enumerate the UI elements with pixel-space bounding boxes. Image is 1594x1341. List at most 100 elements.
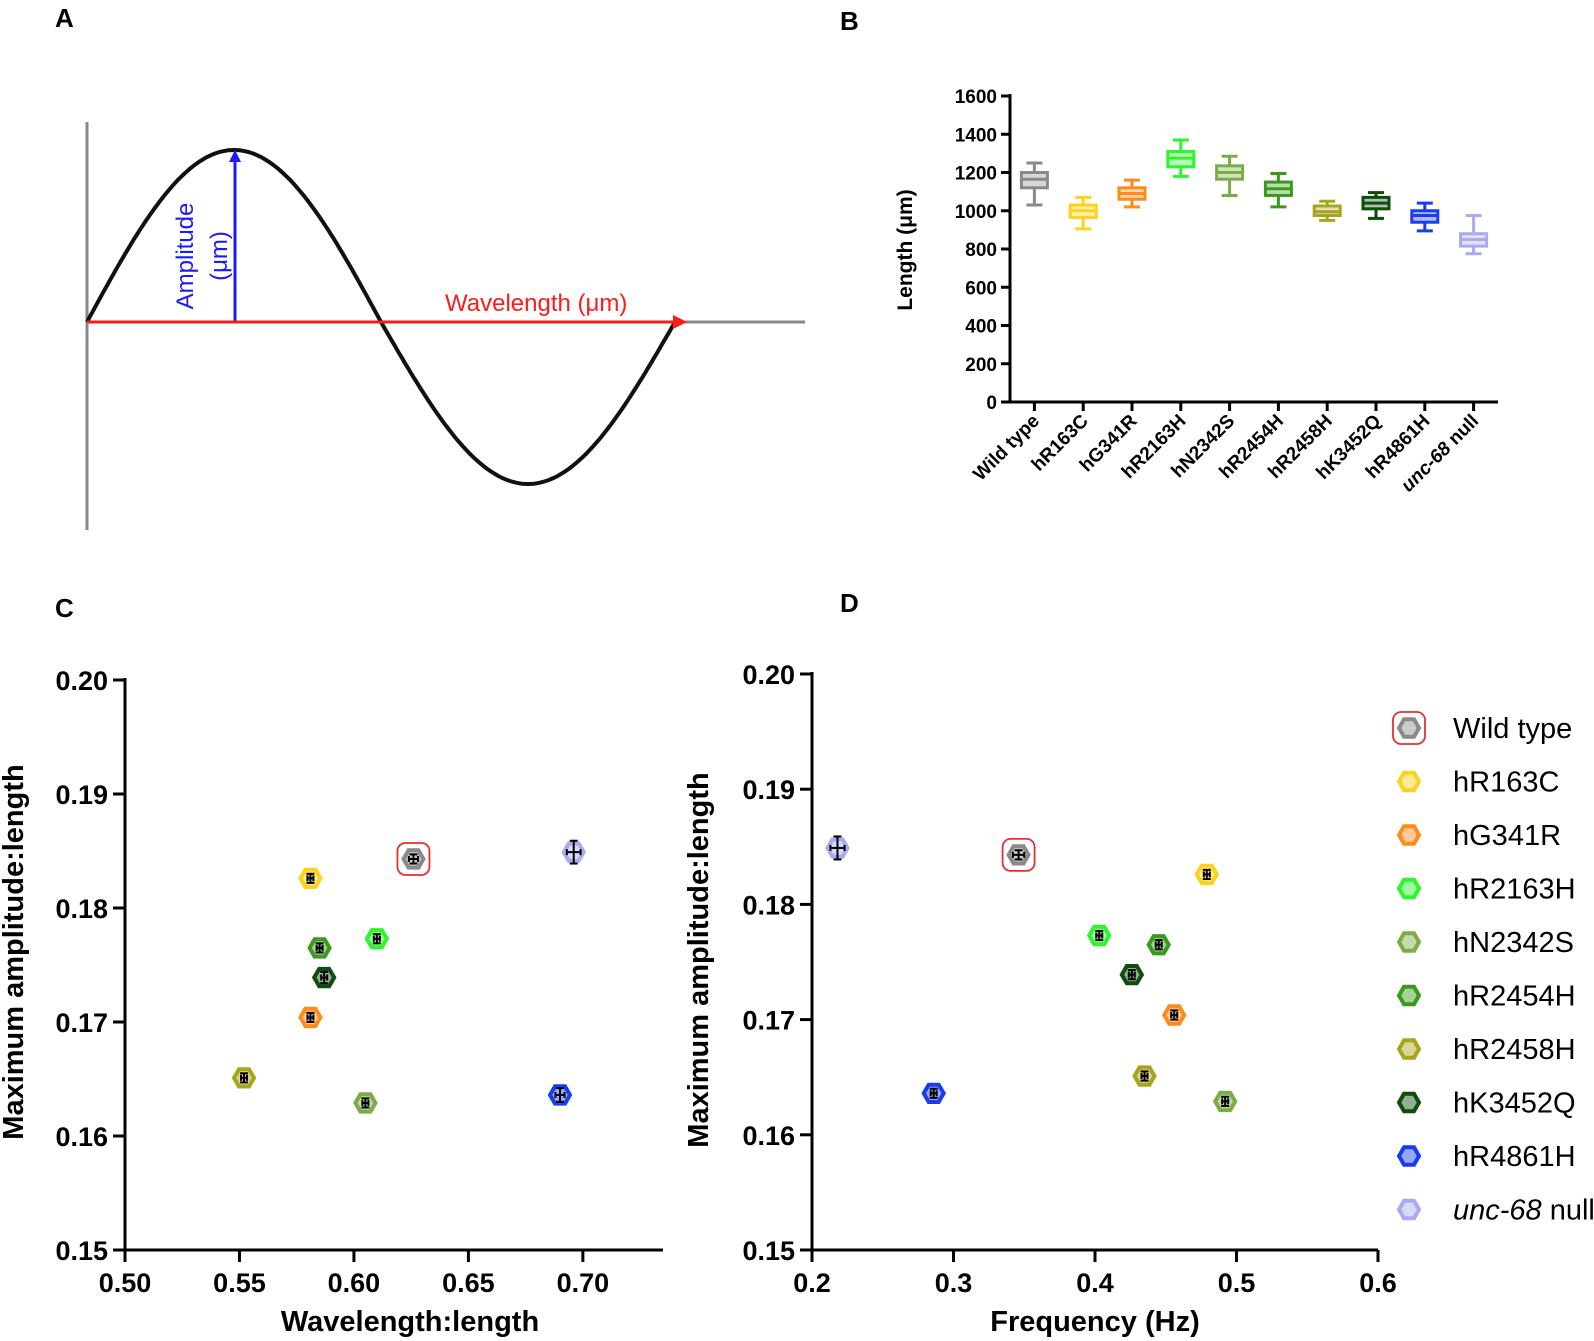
panel-a-wave-diagram: Amplitude (μm) Wavelength (μm) [85, 122, 805, 530]
panel-c-x-tick-label: 0.65 [442, 1268, 495, 1298]
panel-d-y-tick-label: 0.17 [742, 1006, 795, 1036]
panel-d-axes: 0.15 0.16 0.17 0.18 0.19 0.20 0.2 0.3 0.4 0.5 0.6 [742, 660, 1396, 1298]
legend-marker [1396, 1145, 1422, 1167]
legend-item-hr2454h: hR2454H [1396, 981, 1576, 1013]
point-hg341r [1161, 1004, 1187, 1026]
legend-item-wild-type: Wild type [1392, 711, 1572, 745]
panel-d-x-tick-label: 0.4 [1076, 1268, 1114, 1298]
legend-label-italic: unc-68 [1453, 1195, 1542, 1227]
legend-marker [1396, 824, 1422, 846]
panel-d-frequency-scatter: 0.150.160.170.180.190.200.2 0.3 0.4 0.5 0.6 … [683, 660, 1397, 1338]
point-hr163c [298, 867, 323, 889]
panel-b-y-tick-label: 0 [986, 393, 997, 414]
panel-c-x-tick-label: 0.50 [99, 1268, 152, 1298]
panel-d-x-tick-label: 0.2 [793, 1268, 831, 1298]
legend-item-unc-68-null: unc-68 null [1396, 1195, 1594, 1227]
panel-c-x-tick-label: 0.55 [213, 1268, 266, 1298]
box-hr4861h [1410, 201, 1440, 233]
legend-label: unc-68 null [1453, 1195, 1594, 1227]
point-unc-68-null [561, 839, 587, 865]
panel-b-y-tick-label: 1200 [955, 164, 997, 185]
panel-d-y-tick-label: 0.15 [742, 1236, 795, 1266]
panel-b-boxes [1019, 138, 1489, 256]
legend-label: Wild type [1453, 713, 1572, 745]
point-hr2458h [231, 1067, 257, 1089]
panel-c-y-tick-label: 0.18 [55, 894, 108, 924]
box-hk3452q [1361, 191, 1391, 220]
panel-c-y-axis-title: Maximum amplitude:length [0, 764, 30, 1139]
box-hr2163h [1166, 138, 1196, 178]
panel-b-y-tick-label: 600 [965, 278, 997, 299]
box-hr163c [1068, 195, 1098, 231]
point-hk3452q [311, 966, 337, 989]
box-hr2458h [1312, 199, 1342, 222]
legend-label: hK3452Q [1453, 1088, 1576, 1120]
panel-b-y-axis-title: Length (μm) [894, 189, 917, 310]
panel-d-x-tick-label: 0.5 [1218, 1268, 1256, 1298]
legend-label-rest: null [1542, 1195, 1594, 1227]
panel-label-b: B [840, 6, 859, 36]
panel-c-wavelength-scatter: 0.15 0.16 0.17 0.18 0.19 0.20 0.50 0.55 0.60 0.65… [0, 666, 663, 1338]
point-hr163c [1194, 863, 1220, 886]
panel-c-x-tick-label: 0.60 [328, 1268, 381, 1298]
panel-d-points [825, 835, 1238, 1113]
panel-c-y-tick-label: 0.19 [55, 780, 108, 810]
legend-label: hR2454H [1453, 981, 1576, 1013]
legend-item-hk3452q: hK3452Q [1396, 1088, 1576, 1120]
panel-c-y-tick-label: 0.16 [55, 1122, 108, 1152]
box-unc-68-null [1459, 214, 1489, 256]
legend-item-hg341r: hG341R [1396, 820, 1561, 852]
legend-item-hr163c: hR163C [1396, 767, 1559, 799]
panel-b-y-tick-label: 1400 [955, 125, 997, 146]
point-unc-68-null [825, 835, 850, 861]
sine-wave-curve [85, 147, 677, 487]
point-highlight-box [396, 842, 431, 876]
panel-d-x-tick-label: 0.3 [935, 1268, 973, 1298]
panel-c-y-tick-label: 0.20 [55, 666, 108, 696]
box-hr2454h [1263, 171, 1293, 209]
point-hr4861h [547, 1084, 573, 1106]
legend-label: hR163C [1453, 767, 1559, 799]
panel-b-y-tick-label: 1000 [955, 202, 997, 223]
legend-marker [1396, 1198, 1422, 1221]
point-hn2342s [1212, 1090, 1238, 1113]
panel-d-y-tick-label: 0.19 [742, 775, 795, 805]
panel-c-y-tick-label: 0.15 [55, 1236, 108, 1266]
point-wild-type [396, 842, 431, 876]
legend-label: hG341R [1453, 820, 1561, 852]
panel-d-y-tick-label: 0.16 [742, 1121, 795, 1151]
legend-marker [1396, 717, 1422, 739]
panel-b-y-tick-label: 400 [965, 317, 997, 338]
panel-label-d: D [840, 588, 859, 618]
panel-b-x-tick-label: Wild type [969, 411, 1043, 485]
box-hg341r [1117, 178, 1147, 209]
box-hn2342s [1215, 154, 1245, 197]
legend: Wild type hR163C hG341R hR2163H hN2342S hR245… [1392, 711, 1594, 1227]
amplitude-label-line2: (μm) [206, 231, 233, 281]
panel-c-points [231, 839, 587, 1114]
legend-item-hr4861h: hR4861H [1396, 1141, 1576, 1173]
point-wild-type [1001, 837, 1036, 872]
legend-marker [1396, 770, 1422, 793]
legend-label: hR2163H [1453, 874, 1576, 906]
wavelength-arrowhead [673, 315, 687, 329]
panel-b-y-tick-label: 200 [965, 355, 997, 376]
legend-item-hr2458h: hR2458H [1396, 1034, 1576, 1066]
point-hg341r [298, 1006, 323, 1029]
point-hr2163h [364, 928, 390, 950]
legend-marker [1396, 1091, 1422, 1114]
legend-marker [1396, 931, 1422, 953]
panel-d-y-tick-label: 0.20 [742, 660, 795, 690]
panel-d-y-axis-title: Maximum amplitude:length [683, 772, 715, 1147]
legend-item-hr2163h: hR2163H [1396, 874, 1576, 906]
panel-d-y-tick-label: 0.18 [742, 890, 795, 920]
panel-label-c: C [55, 593, 74, 623]
legend-label: hR4861H [1453, 1141, 1576, 1173]
panel-b-y-tick-label: 800 [965, 240, 997, 261]
point-hr4861h [921, 1082, 947, 1104]
panel-c-x-axis-title: Wavelength:length [281, 1306, 539, 1338]
amplitude-arrowhead [229, 150, 241, 162]
